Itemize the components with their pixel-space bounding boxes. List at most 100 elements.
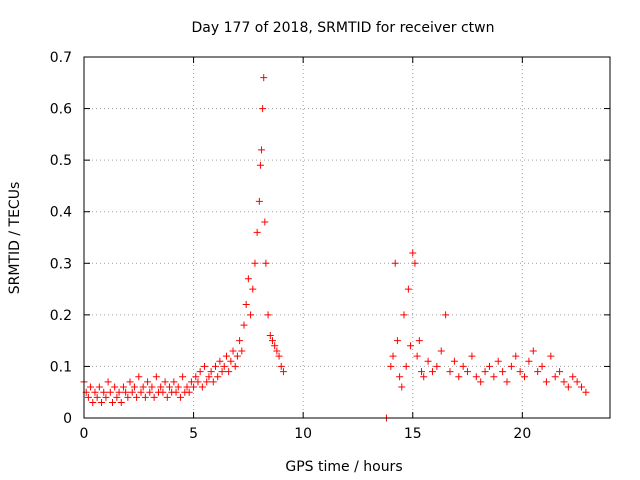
data-point — [214, 373, 222, 381]
data-point — [415, 337, 423, 345]
data-point — [578, 383, 586, 391]
data-point — [503, 378, 511, 386]
data-point — [238, 347, 246, 355]
data-point — [84, 393, 92, 401]
data-point — [428, 368, 436, 376]
data-point — [446, 368, 454, 376]
x-axis-label: GPS time / hours — [285, 459, 402, 475]
data-point — [218, 368, 226, 376]
data-point — [95, 383, 103, 391]
data-point — [569, 373, 577, 381]
data-point — [404, 285, 412, 293]
data-point — [130, 383, 138, 391]
data-point — [262, 259, 270, 267]
data-point — [393, 337, 401, 345]
data-point — [135, 373, 143, 381]
data-point — [481, 368, 489, 376]
data-point — [556, 368, 564, 376]
data-point — [409, 249, 417, 257]
data-point — [389, 352, 397, 360]
data-point — [249, 285, 257, 293]
data-point — [98, 399, 106, 407]
x-tick-label: 10 — [294, 426, 312, 442]
data-point — [472, 373, 480, 381]
data-point — [264, 311, 272, 319]
data-point — [494, 357, 502, 365]
data-point — [573, 378, 581, 386]
data-point — [152, 373, 160, 381]
data-point — [141, 393, 149, 401]
data-point — [185, 388, 193, 396]
y-tick-label: 0.7 — [50, 50, 72, 66]
y-axis-ticks: 0 0.1 0.2 0.3 0.4 0.5 0.6 0.7 — [50, 50, 610, 427]
y-tick-label: 0.6 — [50, 102, 72, 118]
data-point — [119, 383, 127, 391]
data-point — [542, 378, 550, 386]
data-point — [231, 362, 239, 370]
data-point — [516, 368, 524, 376]
data-point — [174, 383, 182, 391]
y-tick-label: 0.1 — [50, 359, 72, 375]
data-point — [253, 228, 261, 236]
data-point — [459, 362, 467, 370]
data-point — [244, 275, 252, 283]
data-point — [251, 259, 259, 267]
data-point — [183, 383, 191, 391]
data-point — [170, 378, 178, 386]
data-point — [242, 301, 250, 309]
data-point — [398, 383, 406, 391]
data-point — [87, 383, 95, 391]
data-point — [157, 383, 165, 391]
data-point — [100, 388, 108, 396]
data-point — [266, 331, 274, 339]
data-point — [209, 378, 217, 386]
data-point — [450, 357, 458, 365]
data-point — [133, 393, 141, 401]
data-point — [547, 352, 555, 360]
data-point — [104, 378, 112, 386]
data-point — [538, 362, 546, 370]
data-point — [279, 368, 287, 376]
data-point — [277, 362, 285, 370]
data-point — [102, 393, 110, 401]
data-point — [273, 347, 281, 355]
data-point — [387, 362, 395, 370]
gridlines — [84, 57, 610, 418]
data-point — [464, 368, 472, 376]
data-point — [468, 352, 476, 360]
data-point — [144, 378, 152, 386]
data-point — [172, 388, 180, 396]
data-point — [161, 378, 169, 386]
data-point — [165, 383, 173, 391]
data-point — [258, 146, 266, 154]
data-point — [400, 311, 408, 319]
data-point — [117, 399, 125, 407]
data-point — [485, 362, 493, 370]
data-point — [192, 373, 200, 381]
data-point — [413, 352, 421, 360]
data-point — [560, 378, 568, 386]
data-point — [91, 388, 99, 396]
data-points — [80, 74, 590, 422]
data-point — [115, 388, 123, 396]
data-point — [220, 362, 228, 370]
data-point — [194, 378, 202, 386]
data-point — [402, 362, 410, 370]
data-point — [203, 378, 211, 386]
data-point — [124, 393, 132, 401]
data-point — [150, 393, 158, 401]
data-point — [212, 362, 219, 370]
data-point — [507, 362, 515, 370]
data-point — [122, 388, 130, 396]
data-point — [551, 373, 559, 381]
data-point — [396, 373, 404, 381]
data-point — [227, 357, 235, 365]
y-tick-label: 0.5 — [50, 153, 72, 169]
y-axis-label: SRMTID / TECUs — [7, 182, 23, 295]
data-point — [247, 311, 255, 319]
data-point — [233, 352, 241, 360]
y-tick-label: 0.2 — [50, 308, 72, 324]
data-point — [190, 383, 198, 391]
plot-frame — [83, 56, 611, 419]
data-point — [268, 337, 276, 345]
